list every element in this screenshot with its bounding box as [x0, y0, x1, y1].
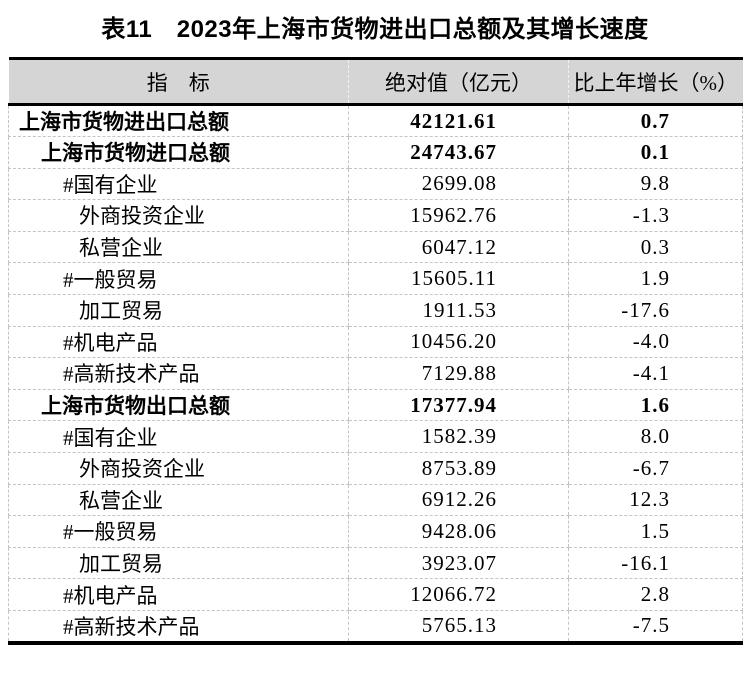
indicator-cell: #机电产品 [8, 326, 349, 359]
absolute-value-cell: 9428.06 [348, 515, 569, 548]
absolute-value-cell: 2699.08 [348, 168, 569, 201]
table-row: 私营企业 6047.12 0.3 [8, 231, 743, 264]
absolute-value-cell: 6047.12 [348, 231, 569, 264]
table-row: #国有企业 2699.08 9.8 [8, 168, 743, 201]
growth-rate-cell: 8.0 [568, 420, 743, 453]
indicator-cell: #国有企业 [8, 168, 349, 201]
table-row: 上海市货物进出口总额 42121.61 0.7 [8, 104, 743, 137]
absolute-value-cell: 3923.07 [348, 547, 569, 580]
data-table-container: 指 标 绝对值（亿元） 比上年增长（%） 上海市货物进出口总额 42121.61 0… [8, 57, 743, 645]
indicator-cell: #国有企业 [8, 420, 349, 453]
growth-rate-cell: 1.6 [568, 389, 743, 422]
indicator-cell: #一般贸易 [8, 262, 349, 295]
absolute-value-cell: 42121.61 [348, 104, 569, 137]
header-row: 指 标 绝对值（亿元） 比上年增长（%） [8, 58, 743, 106]
absolute-value-cell: 5765.13 [348, 610, 569, 643]
indicator-cell: 加工贸易 [8, 547, 349, 580]
absolute-value-cell: 24743.67 [348, 136, 569, 169]
table-row: #一般贸易 15605.11 1.9 [8, 262, 743, 295]
table-row: 加工贸易 3923.07 -16.1 [8, 547, 743, 580]
table-row: #高新技术产品 7129.88 -4.1 [8, 357, 743, 390]
table-row: 外商投资企业 15962.76 -1.3 [8, 199, 743, 232]
table-row: #机电产品 12066.72 2.8 [8, 578, 743, 611]
indicator-cell: 私营企业 [8, 231, 349, 264]
indicator-cell: 上海市货物进出口总额 [8, 104, 349, 137]
growth-rate-cell: 9.8 [568, 168, 743, 201]
absolute-value-cell: 1582.39 [348, 420, 569, 453]
column-header-indicator: 指 标 [8, 58, 349, 106]
growth-rate-cell: 1.5 [568, 515, 743, 548]
growth-rate-cell: 2.8 [568, 578, 743, 611]
absolute-value-cell: 6912.26 [348, 484, 569, 517]
table-row: #机电产品 10456.20 -4.0 [8, 326, 743, 359]
growth-rate-cell: -6.7 [568, 452, 743, 485]
indicator-cell: #一般贸易 [8, 515, 349, 548]
growth-rate-cell: 12.3 [568, 484, 743, 517]
growth-rate-cell: -17.6 [568, 294, 743, 327]
indicator-cell: 外商投资企业 [8, 452, 349, 485]
indicator-cell: 外商投资企业 [8, 199, 349, 232]
indicator-cell: #高新技术产品 [8, 610, 349, 643]
indicator-cell: 上海市货物出口总额 [8, 389, 349, 422]
growth-rate-cell: 1.9 [568, 262, 743, 295]
table-row: 上海市货物出口总额 17377.94 1.6 [8, 389, 743, 422]
absolute-value-cell: 7129.88 [348, 357, 569, 390]
table-header: 指 标 绝对值（亿元） 比上年增长（%） [8, 58, 743, 106]
table-row: 私营企业 6912.26 12.3 [8, 484, 743, 517]
import-export-table: 指 标 绝对值（亿元） 比上年增长（%） 上海市货物进出口总额 42121.61 0… [8, 57, 743, 645]
table-title: 表11 2023年上海市货物进出口总额及其增长速度 [101, 16, 649, 43]
absolute-value-cell: 15962.76 [348, 199, 569, 232]
indicator-cell: #高新技术产品 [8, 357, 349, 390]
table-row: #国有企业 1582.39 8.0 [8, 420, 743, 453]
absolute-value-cell: 15605.11 [348, 262, 569, 295]
indicator-cell: 私营企业 [8, 484, 349, 517]
absolute-value-cell: 8753.89 [348, 452, 569, 485]
column-header-absolute-value: 绝对值（亿元） [348, 58, 569, 106]
indicator-cell: #机电产品 [8, 578, 349, 611]
table-row: 上海市货物进口总额 24743.67 0.1 [8, 136, 743, 169]
indicator-cell: 加工贸易 [8, 294, 349, 327]
column-header-growth: 比上年增长（%） [568, 58, 743, 106]
table-row: #一般贸易 9428.06 1.5 [8, 515, 743, 548]
absolute-value-cell: 12066.72 [348, 578, 569, 611]
growth-rate-cell: 0.3 [568, 231, 743, 264]
growth-rate-cell: -16.1 [568, 547, 743, 580]
growth-rate-cell: 0.7 [568, 104, 743, 137]
absolute-value-cell: 10456.20 [348, 326, 569, 359]
indicator-cell: 上海市货物进口总额 [8, 136, 349, 169]
table-row: 加工贸易 1911.53 -17.6 [8, 294, 743, 327]
growth-rate-cell: -7.5 [568, 610, 743, 643]
table-row: #高新技术产品 5765.13 -7.5 [8, 610, 743, 643]
table-row: 外商投资企业 8753.89 -6.7 [8, 452, 743, 485]
growth-rate-cell: -1.3 [568, 199, 743, 232]
growth-rate-cell: -4.1 [568, 357, 743, 390]
growth-rate-cell: -4.0 [568, 326, 743, 359]
absolute-value-cell: 1911.53 [348, 294, 569, 327]
table-body: 上海市货物进出口总额 42121.61 0.7 上海市货物进口总额 24743.67 0.… [8, 104, 743, 643]
growth-rate-cell: 0.1 [568, 136, 743, 169]
absolute-value-cell: 17377.94 [348, 389, 569, 422]
